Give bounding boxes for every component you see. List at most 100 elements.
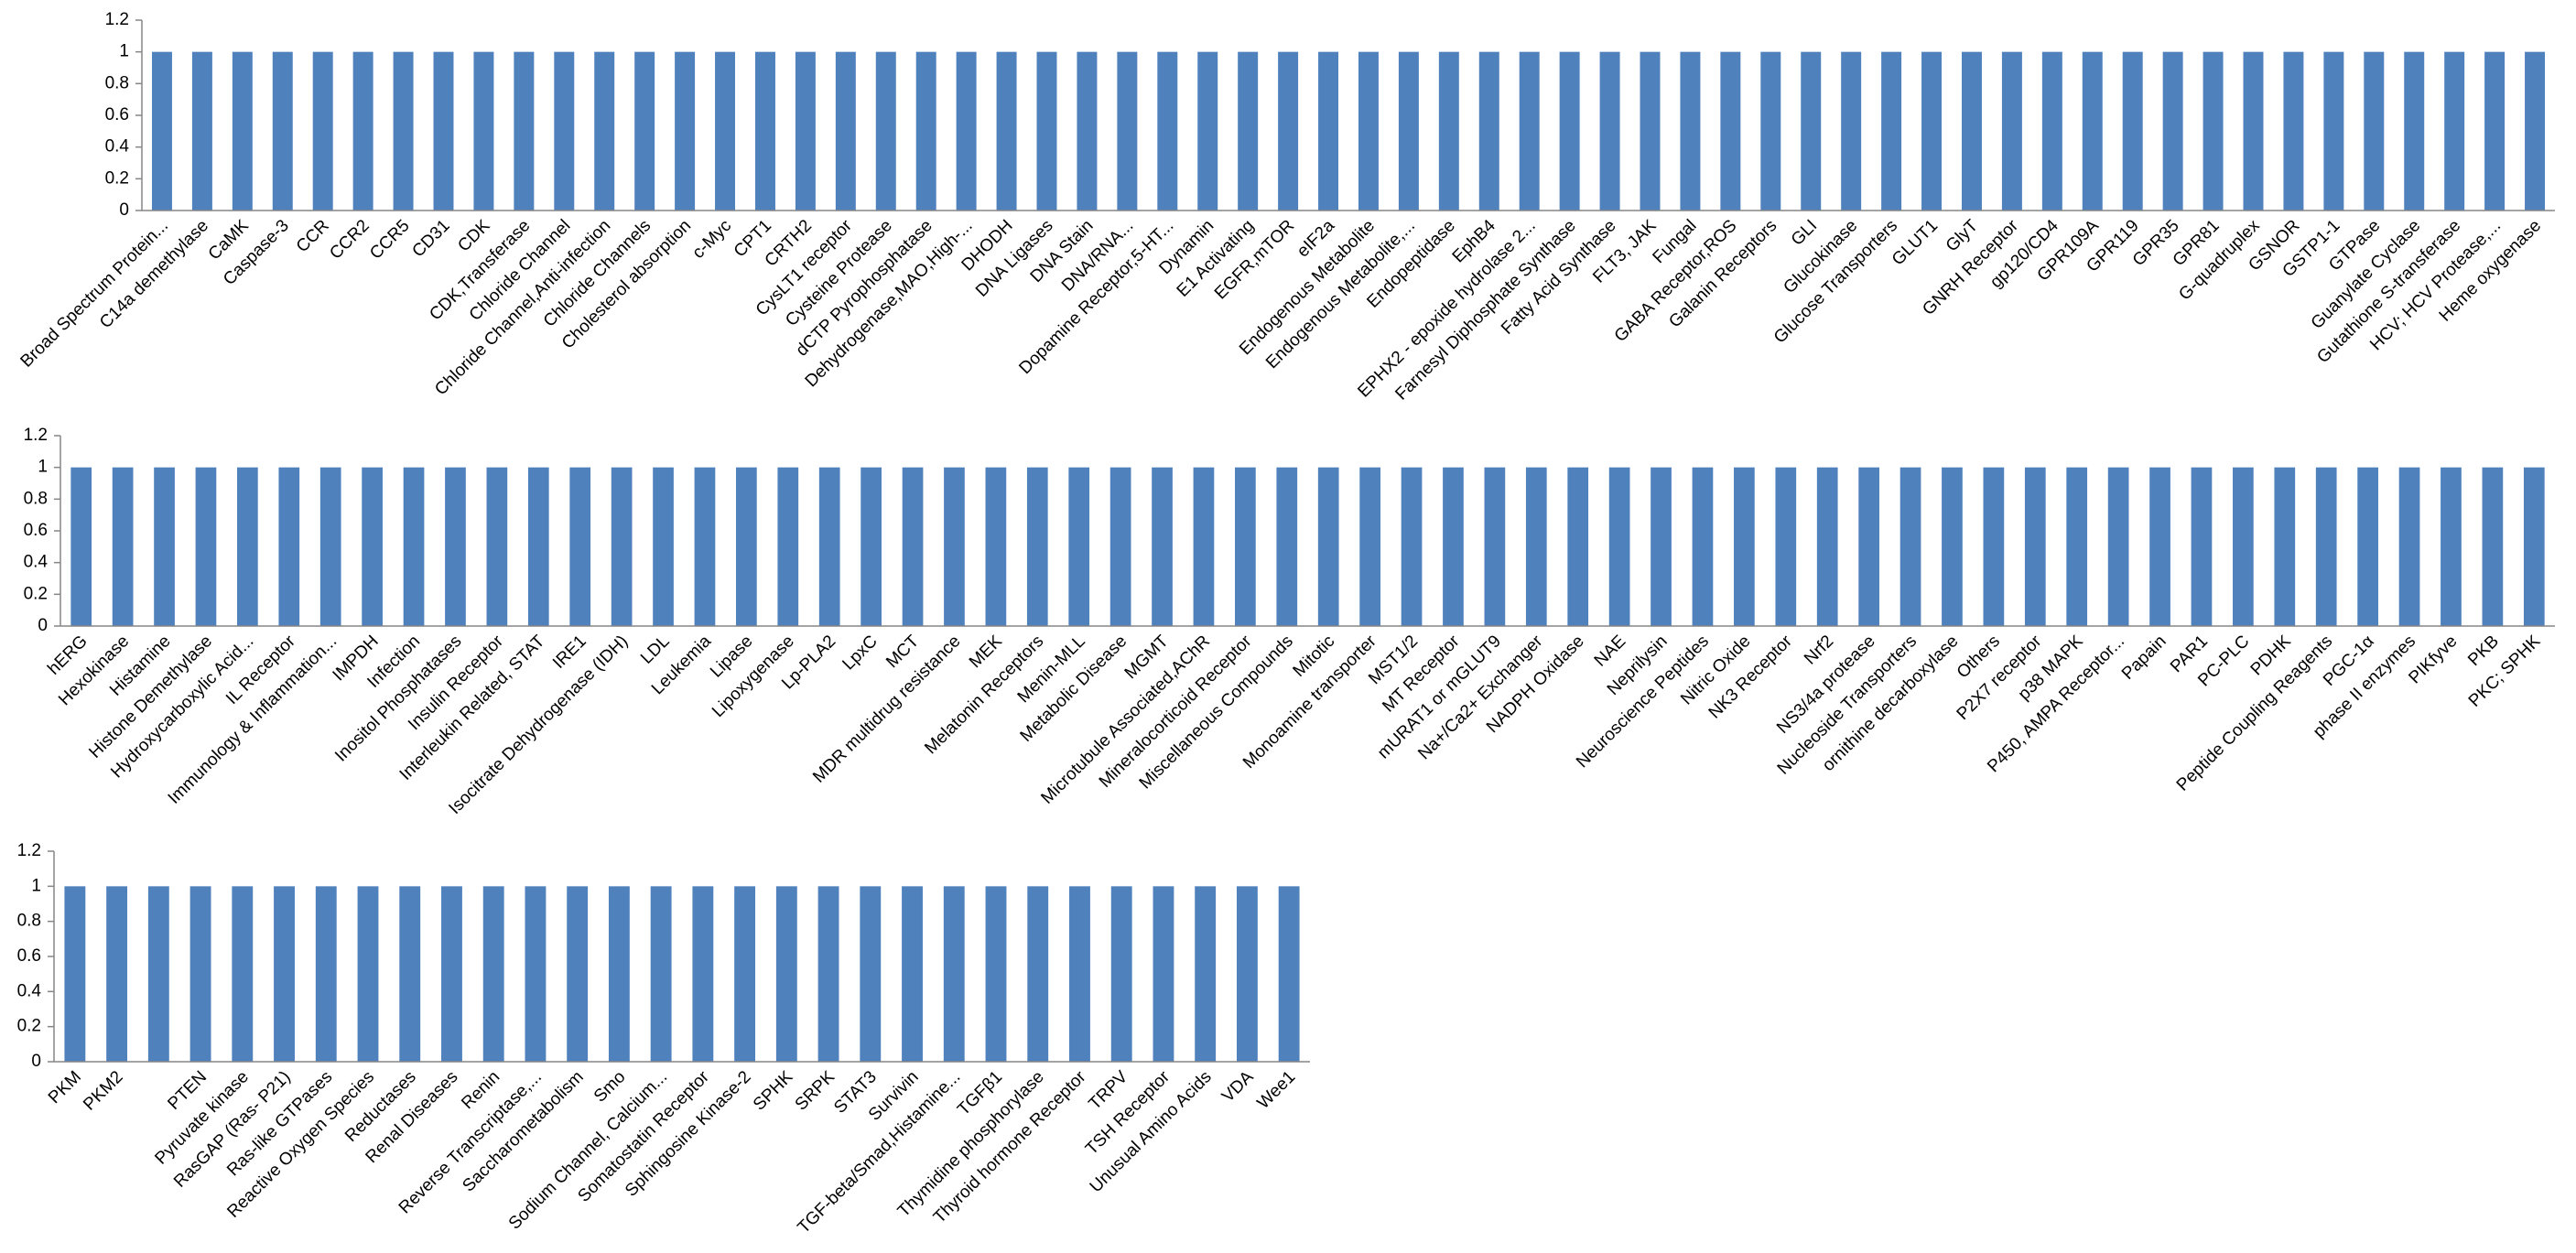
bar	[1858, 467, 1879, 626]
bar	[147, 886, 169, 1062]
bar	[445, 467, 466, 626]
bar	[525, 886, 547, 1062]
bar	[875, 51, 896, 211]
bar	[692, 886, 714, 1062]
bar	[1398, 51, 1419, 211]
bar	[795, 51, 816, 211]
bar	[1651, 467, 1672, 626]
bar	[1443, 467, 1464, 626]
bar	[1961, 51, 1982, 211]
bar	[1775, 467, 1797, 626]
bar	[1235, 467, 1256, 626]
bar	[278, 467, 300, 626]
bar	[393, 51, 414, 211]
bar	[1195, 886, 1217, 1062]
bar	[399, 886, 421, 1062]
bar	[1197, 51, 1218, 211]
bar	[2203, 51, 2224, 211]
bar	[1077, 51, 1098, 211]
bar	[1734, 467, 1755, 626]
bar	[482, 886, 504, 1062]
bar	[232, 886, 254, 1062]
bar	[1816, 467, 1838, 626]
x-tick-label: Broad Spectrum Protein...	[17, 216, 172, 371]
bar	[902, 467, 924, 626]
bar	[232, 51, 253, 211]
y-tick-label: 0.2	[24, 584, 48, 603]
bar	[2162, 51, 2183, 211]
bar	[777, 467, 799, 626]
bar	[2323, 51, 2344, 211]
bar	[1109, 467, 1131, 626]
bar	[1069, 886, 1090, 1062]
y-tick-label: 0	[31, 1052, 41, 1071]
bar	[1401, 467, 1423, 626]
bar	[1680, 51, 1701, 211]
bar	[817, 886, 839, 1062]
bar	[611, 467, 633, 626]
bar	[1760, 51, 1781, 211]
bar	[1900, 467, 1921, 626]
bar	[1921, 51, 1943, 211]
bar	[1983, 467, 2005, 626]
x-tick-label: CCR5	[366, 216, 413, 263]
y-tick-label: 0.6	[17, 946, 41, 966]
bar	[2523, 467, 2545, 626]
bar	[569, 467, 591, 626]
bar	[1359, 467, 1380, 626]
bar	[554, 51, 575, 211]
bar	[486, 467, 508, 626]
y-tick-label: 1	[38, 458, 48, 477]
bar	[2441, 467, 2462, 626]
bar	[1559, 51, 1580, 211]
bar	[154, 467, 175, 626]
bar	[2274, 467, 2296, 626]
bar	[2001, 51, 2022, 211]
bar	[1117, 51, 1138, 211]
x-tick-label: PKM	[45, 1067, 85, 1107]
bar	[315, 886, 337, 1062]
x-tick-label: LpxC	[839, 632, 881, 674]
bar	[1438, 51, 1459, 211]
bar	[2315, 467, 2337, 626]
y-tick-label: 0.4	[105, 137, 130, 157]
bar	[943, 886, 965, 1062]
bar	[694, 467, 716, 626]
bar	[1942, 467, 1963, 626]
y-tick-label: 0	[119, 200, 129, 220]
bar	[2066, 467, 2088, 626]
bar	[441, 886, 462, 1062]
bar	[514, 51, 535, 211]
bar	[1152, 467, 1173, 626]
bar	[1640, 51, 1661, 211]
bar	[2191, 467, 2213, 626]
bar	[860, 886, 882, 1062]
y-tick-label: 1	[119, 42, 129, 61]
bar	[818, 467, 840, 626]
bar-chart: 0 0.2 0.4 0.6 0.8 1 1.2 Broad Spectrum Protein.…	[17, 10, 2555, 405]
bar	[1157, 51, 1178, 211]
bar	[2041, 51, 2062, 211]
bar	[237, 467, 258, 626]
bar	[1236, 886, 1258, 1062]
bar	[2149, 467, 2170, 626]
bar	[1317, 467, 1339, 626]
bar	[2233, 467, 2254, 626]
bar	[2024, 467, 2046, 626]
bar	[2122, 51, 2143, 211]
bar	[2107, 467, 2129, 626]
x-tick-label: PKM2	[80, 1067, 126, 1114]
bar	[195, 467, 217, 626]
bar	[64, 886, 86, 1062]
bar	[1484, 467, 1506, 626]
bar	[191, 51, 212, 211]
bar	[1841, 51, 1862, 211]
x-tick-label: Wee1	[1254, 1067, 1300, 1113]
bar	[319, 467, 341, 626]
bar	[715, 51, 736, 211]
bar	[1193, 467, 1215, 626]
bar	[2243, 51, 2264, 211]
bar	[1881, 51, 1902, 211]
bar	[527, 467, 549, 626]
